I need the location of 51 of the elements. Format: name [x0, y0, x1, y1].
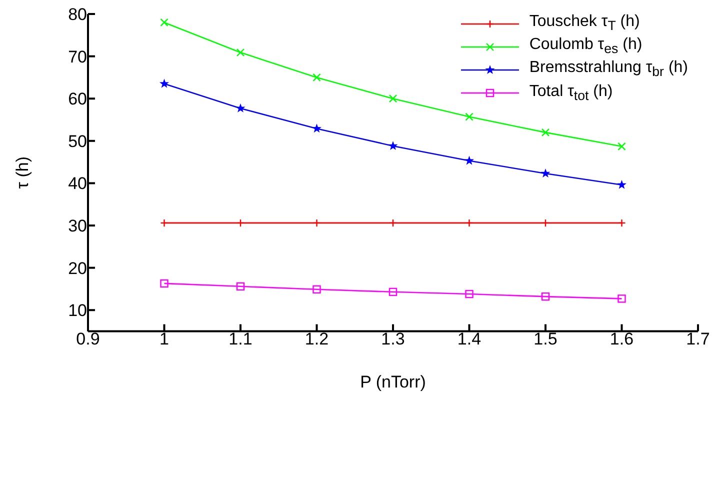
x-tick-label: 1.4	[457, 329, 482, 348]
y-axis-title: τ (h)	[13, 156, 32, 189]
x-tick-label: 1.2	[304, 329, 329, 348]
point	[312, 285, 321, 294]
point	[465, 290, 474, 298]
point	[160, 18, 168, 27]
point	[159, 78, 170, 88]
x-tick-label: 1.5	[534, 329, 558, 348]
point	[236, 103, 246, 112]
point	[541, 218, 550, 228]
point	[388, 288, 398, 296]
y-tick-label: 50	[68, 132, 87, 151]
point	[465, 112, 474, 121]
y-tick-label: 40	[68, 174, 87, 194]
legend-label: Total τ$_{tot}$ (h)	[529, 82, 613, 105]
y-tick-label: 70	[68, 47, 87, 66]
point	[236, 48, 245, 57]
x-tick-label: 1.3	[381, 329, 405, 348]
x-tick-label: 1.7	[686, 329, 710, 348]
y-tick-label: 80	[68, 5, 87, 24]
y-tick-label: 20	[68, 258, 87, 278]
point	[236, 282, 245, 291]
point	[540, 168, 550, 178]
legend-label: Coulomb τ$_{es}$ (h)	[529, 35, 642, 58]
point	[618, 218, 626, 228]
x-tick-label: 1	[160, 329, 169, 348]
point	[618, 294, 626, 303]
y-tick-label: 10	[68, 301, 87, 320]
x-tick-label: 1.6	[610, 329, 634, 348]
x-tick-label: 0.9	[76, 329, 100, 348]
point	[312, 218, 321, 228]
point	[465, 218, 474, 228]
point	[464, 156, 474, 165]
point	[541, 292, 550, 301]
x-tick-label: 1.1	[228, 329, 252, 348]
point	[160, 279, 168, 288]
legend-label: Bremsstrahlung τ$_{br}$ (h)	[529, 58, 688, 82]
point	[616, 180, 627, 189]
point	[541, 128, 550, 137]
point	[388, 94, 398, 103]
point	[618, 142, 626, 150]
legend-label: Touschek τ$_{T}$ (h)	[529, 12, 640, 36]
y-tick-label: 60	[68, 90, 87, 109]
point	[160, 218, 168, 228]
point	[236, 218, 245, 228]
y-tick-label: 30	[68, 216, 87, 236]
x-axis-title: P (nTorr)	[360, 372, 426, 392]
point	[312, 124, 322, 133]
point	[312, 73, 321, 82]
point	[388, 218, 398, 228]
point	[388, 140, 398, 150]
